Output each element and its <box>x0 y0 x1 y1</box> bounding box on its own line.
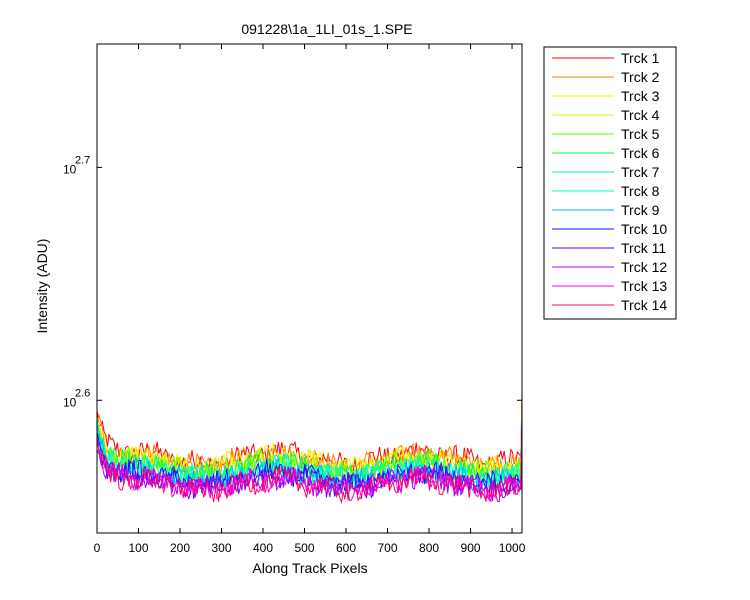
y-tick-label: 10 <box>63 162 77 176</box>
legend-label: Trck 6 <box>621 145 660 161</box>
chart-title: 091228\1a_1LI_01s_1.SPE <box>241 21 412 37</box>
legend-item: Trck 1 <box>552 50 660 66</box>
legend-label: Trck 2 <box>621 69 660 85</box>
legend-item: Trck 11 <box>552 240 666 256</box>
legend-item: Trck 9 <box>552 202 660 218</box>
y-tick-exponent: 2.7 <box>75 154 90 166</box>
legend-label: Trck 9 <box>621 202 660 218</box>
x-tick-label: 500 <box>295 541 315 555</box>
y-axis-label: Intensity (ADU) <box>34 239 50 334</box>
legend-item: Trck 10 <box>552 221 667 237</box>
x-tick-label: 100 <box>128 541 148 555</box>
legend-item: Trck 4 <box>552 107 660 123</box>
legend-item: Trck 8 <box>552 183 660 199</box>
x-tick-label: 900 <box>461 541 481 555</box>
legend-item: Trck 6 <box>552 145 660 161</box>
legend-item: Trck 5 <box>552 126 660 142</box>
legend-label: Trck 5 <box>621 126 660 142</box>
legend-item: Trck 2 <box>552 69 660 85</box>
x-tick-label: 1000 <box>499 541 526 555</box>
legend-item: Trck 7 <box>552 164 660 180</box>
legend-label: Trck 1 <box>621 50 660 66</box>
y-tick-exponent: 2.6 <box>75 387 90 399</box>
plot-area <box>96 43 523 534</box>
y-tick-label: 10 <box>63 395 77 409</box>
legend-label: Trck 11 <box>621 240 666 256</box>
x-tick-label: 800 <box>419 541 439 555</box>
legend-label: Trck 4 <box>621 107 660 123</box>
series-line-trck-2 <box>96 402 523 480</box>
legend-label: Trck 13 <box>621 278 667 294</box>
x-tick-label: 200 <box>170 541 190 555</box>
legend-item: Trck 12 <box>552 259 667 275</box>
x-tick-label: 300 <box>211 541 231 555</box>
legend-item: Trck 14 <box>552 297 667 313</box>
x-tick-label: 600 <box>336 541 356 555</box>
x-axis: 0 100 200 300 400 500 600 700 800 900 1000 <box>94 44 526 555</box>
legend-label: Trck 12 <box>621 259 667 275</box>
legend-item: Trck 3 <box>552 88 660 104</box>
legend-box <box>543 46 677 320</box>
legend-label: Trck 7 <box>621 164 660 180</box>
legend-item: Trck 13 <box>552 278 667 294</box>
x-tick-label: 400 <box>253 541 273 555</box>
legend-label: Trck 8 <box>621 183 660 199</box>
legend-label: Trck 10 <box>621 221 667 237</box>
x-tick-label: 700 <box>378 541 398 555</box>
legend-label: Trck 14 <box>621 297 667 313</box>
x-axis-label: Along Track Pixels <box>252 560 367 576</box>
series-layer <box>96 393 523 504</box>
series-line-trck-4 <box>96 409 523 483</box>
legend-label: Trck 3 <box>621 88 660 104</box>
x-tick-label: 0 <box>94 541 101 555</box>
plot-frame <box>96 43 523 534</box>
series-line-trck-14 <box>97 428 523 504</box>
legend: Trck 1 Trck 2 Trck 3 Trck 4 Trck 5 Trck 6 Trck… <box>543 46 677 320</box>
